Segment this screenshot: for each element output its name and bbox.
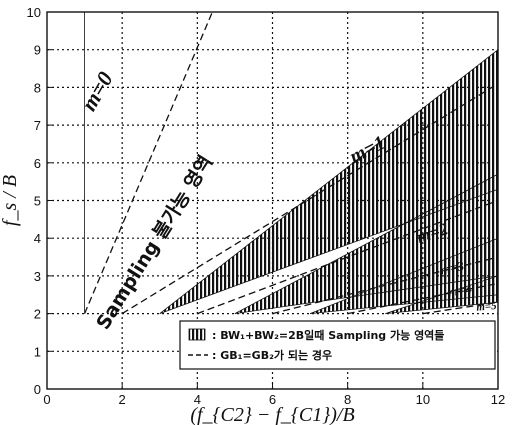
gb-equal-lines [83, 11, 499, 315]
x-tick-label: 12 [491, 392, 505, 407]
region-m0 [84, 11, 217, 314]
y-tick-label: 0 [34, 382, 41, 397]
x-tick-label: 2 [119, 392, 126, 407]
y-axis-ticks: 0 1 2 3 4 5 6 7 8 9 10 [27, 5, 52, 397]
y-tick-label: 9 [34, 43, 41, 58]
sampling-regions [84, 11, 499, 314]
x-tick-label: 10 [416, 392, 430, 407]
y-tick-label: 10 [27, 5, 41, 20]
x-axis-ticks: 0 2 4 6 8 10 12 [43, 384, 505, 407]
label-m4: m=4 [447, 281, 474, 300]
legend-hatch-swatch [188, 328, 206, 341]
dashed-line-m1 [121, 83, 499, 315]
impossible-region-label: Sampling 불가능 영역 [92, 152, 217, 334]
y-tick-label: 1 [34, 344, 41, 359]
x-tick-label: 8 [344, 392, 351, 407]
y-tick-label: 4 [34, 231, 41, 246]
dashed-line-m3 [272, 256, 499, 315]
y-tick-label: 6 [34, 156, 41, 171]
x-axis-label: (f_{C2} − f_{C1})/B [190, 404, 354, 425]
x-tick-label: 0 [43, 392, 50, 407]
legend-entry-hatch: : BW₁+BW₂=2B일때 Sampling 가능 영역들 [212, 328, 444, 342]
label-m5: m=5 [476, 300, 498, 314]
y-tick-label: 3 [34, 269, 41, 284]
dashed-line-m4 [347, 282, 499, 315]
y-axis-label: f_s / B [0, 175, 21, 226]
dashed-line-m2 [197, 199, 499, 315]
y-tick-label: 2 [34, 307, 41, 322]
legend-box [179, 320, 496, 370]
x-tick-label: 4 [194, 392, 201, 407]
label-m0: m=0 [76, 67, 118, 115]
y-tick-label: 5 [34, 194, 41, 209]
label-m3: m=3 [439, 258, 466, 278]
y-tick-label: 7 [34, 118, 41, 133]
legend: : BW₁+BW₂=2B일때 Sampling 가능 영역들 : GB₁=GB₂… [179, 320, 496, 370]
x-tick-label: 6 [269, 392, 276, 407]
y-tick-label: 8 [34, 80, 41, 95]
dashed-line-m5 [422, 301, 499, 315]
legend-entry-dashed: : GB₁=GB₂가 되는 경우 [212, 348, 332, 362]
